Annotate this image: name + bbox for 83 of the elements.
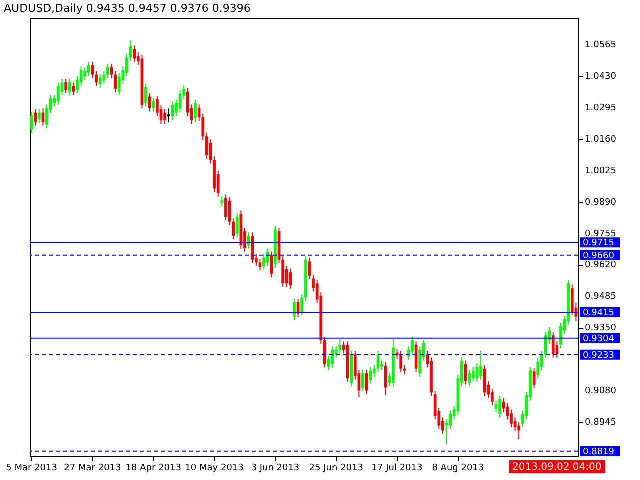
ref-line-label: 0.8819 (583, 447, 615, 458)
ref-line-label: 0.9304 (583, 334, 615, 344)
x-tick-label: 3 Jun 2013 (251, 464, 300, 474)
ref-line-label: 0.9415 (583, 308, 614, 318)
candlestick (491, 388, 494, 406)
candlestick (468, 370, 472, 388)
candlestick (95, 70, 98, 87)
candlestick (236, 213, 239, 238)
candlestick (87, 62, 90, 77)
y-tick-label: 0.9620 (585, 260, 617, 271)
x-tick-label: 10 May 2013 (185, 464, 244, 474)
candlestick (338, 338, 342, 354)
candlestick (480, 350, 482, 380)
candlestick (293, 298, 296, 321)
x-tick-label: 27 Mar 2013 (64, 464, 122, 474)
candlestick (205, 132, 208, 160)
candlestick (224, 194, 228, 222)
candlestick (518, 422, 521, 440)
candlestick (167, 108, 170, 124)
candlestick (270, 251, 274, 278)
candlestick (68, 78, 72, 96)
candlestick (324, 336, 326, 368)
chart-title: AUDUSD,Daily 0.9435 0.9457 0.9376 0.9396 (4, 2, 251, 15)
ref-line-label: 0.9715 (583, 238, 614, 249)
candlestick (384, 362, 388, 396)
candlestick (171, 101, 174, 121)
text: 2013.09.02 04:00 (512, 462, 602, 473)
candlestick (506, 402, 510, 420)
y-tick-label: 0.9485 (585, 292, 616, 302)
candlestick (536, 358, 540, 380)
candlestick (64, 78, 68, 94)
candlestick (362, 370, 364, 392)
candlestick (308, 258, 312, 280)
candlestick (498, 395, 502, 418)
candlestick (164, 108, 166, 125)
y-tick-label: 0.9890 (585, 198, 617, 208)
y-tick-label: 0.9080 (585, 386, 617, 397)
x-tick-label: 18 Apr 2013 (126, 464, 182, 474)
x-tick-label: 17 Jul 2013 (372, 464, 423, 474)
ref-line-label: 0.9660 (583, 251, 615, 262)
candlestick (289, 268, 292, 290)
candlestick (472, 366, 475, 382)
candlestick (84, 67, 87, 81)
candlestick (400, 350, 403, 373)
candlestick (38, 108, 41, 124)
candlestick (133, 45, 136, 63)
y-tick-label: 1.0430 (585, 72, 617, 82)
candlestick (418, 346, 422, 378)
candlestick (510, 409, 513, 428)
candlestick (98, 74, 102, 88)
y-tick-label: 0.8945 (585, 418, 616, 428)
candlestick (144, 83, 148, 108)
candlestick (483, 364, 486, 397)
candlestick (369, 366, 372, 384)
candlestick (106, 63, 110, 79)
y-tick-label: 1.0565 (585, 40, 616, 51)
candlestick (411, 336, 414, 356)
candlestick (91, 62, 94, 79)
candlestick (262, 254, 266, 270)
x-tick-label: 8 Aug 2013 (432, 464, 484, 474)
candlestick (266, 248, 270, 267)
candlestick (30, 112, 34, 134)
candlestick (152, 97, 156, 112)
x-tick-label: 5 Mar 2013 (6, 464, 58, 474)
candlestick (552, 332, 555, 359)
candlestick (34, 108, 38, 126)
candlestick (331, 346, 334, 368)
x-tick-label: 25 Jun 2013 (309, 464, 364, 474)
y-tick-label: 1.0025 (585, 166, 616, 176)
candlestick (220, 196, 224, 207)
ref-line-label: 0.9233 (583, 350, 614, 361)
y-tick-label: 0.9350 (585, 324, 617, 334)
candlestick (560, 322, 562, 350)
y-tick-label: 1.0160 (585, 134, 617, 145)
candlestick (194, 99, 197, 122)
y-tick-label: 1.0295 (585, 103, 616, 114)
candlestick (126, 54, 128, 77)
candlestick (300, 294, 304, 316)
candlestick (102, 70, 106, 85)
y-tick-label: 0.9755 (585, 229, 616, 240)
candlestick (258, 258, 262, 272)
candlestick (57, 82, 60, 106)
candlestick (251, 232, 254, 264)
